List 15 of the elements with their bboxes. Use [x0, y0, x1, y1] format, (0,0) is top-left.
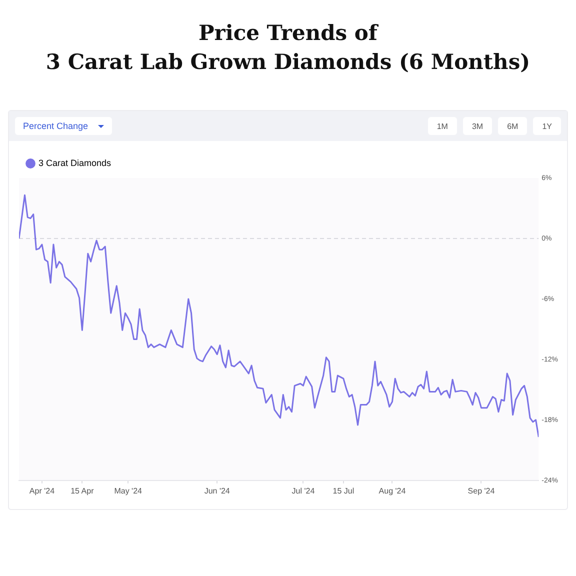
x-tick-label: Jul '24 — [292, 486, 316, 496]
x-tick-label: Apr '24 — [29, 486, 56, 496]
text: 1M — [428, 117, 457, 135]
chart-title: Price Trends of 3 Carat Lab Grown Diamonds (6 Months) — [44, 19, 532, 76]
x-tick-label: Sep '24 — [468, 486, 496, 496]
x-tick-label: 15 Apr — [70, 486, 94, 496]
text: Percent Change — [15, 117, 112, 135]
x-tick-label: May '24 — [114, 486, 143, 496]
text: 1Y — [533, 117, 561, 135]
text: 3M — [462, 117, 492, 135]
text: 6M — [498, 117, 528, 135]
x-tick-label: Jun '24 — [204, 486, 230, 496]
legend-label: 3 Carat Diamonds — [38, 158, 112, 168]
x-tick-label: Aug '24 — [378, 486, 406, 496]
x-tick-label: 15 Jul — [332, 486, 354, 496]
